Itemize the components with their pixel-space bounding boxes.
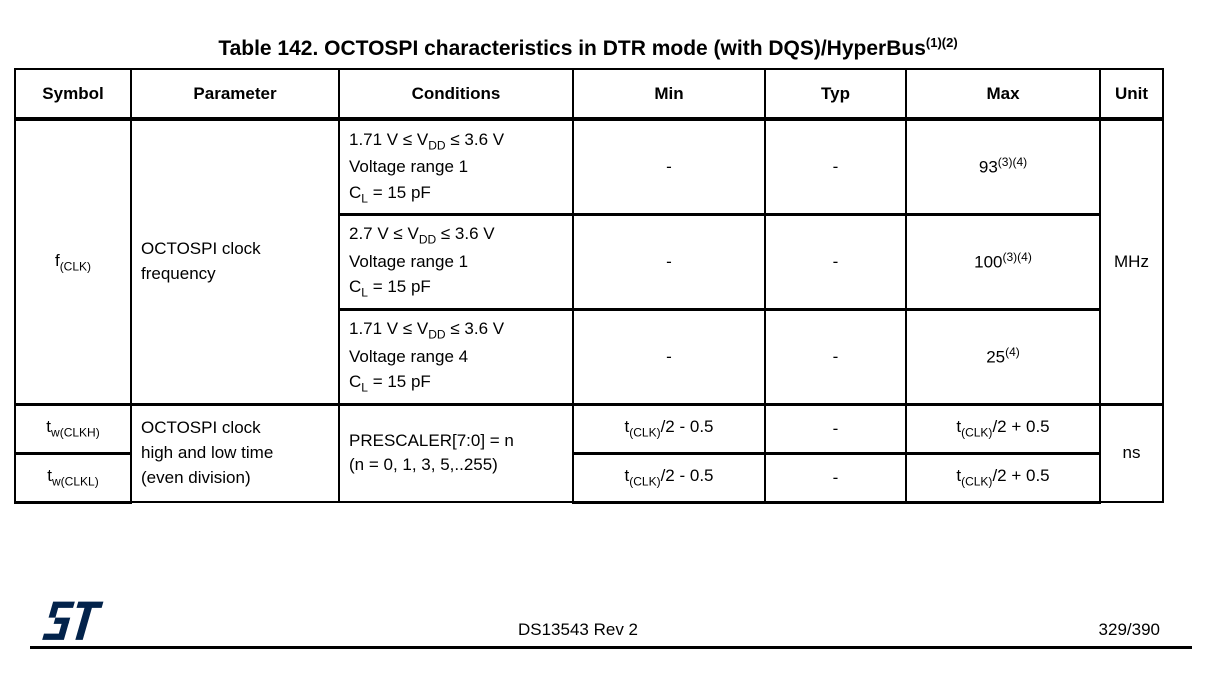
symbol-cell: tw(CLKL)	[14, 451, 132, 504]
table-row: f(CLK) OCTOSPI clock frequency 1.71 V ≤ …	[14, 118, 1164, 405]
conditions-cell: 1.71 V ≤ VDD ≤ 3.6 V Voltage range 4 CL …	[338, 307, 574, 405]
footer-doc-reference: DS13543 Rev 2	[517, 620, 639, 639]
column-header-typ: Typ	[764, 68, 907, 121]
table-row: tw(CLKH) OCTOSPI clock high and low time…	[14, 402, 1164, 503]
footer-page-number: 329/390	[1098, 620, 1160, 639]
conditions-cell: 1.71 V ≤ VDD ≤ 3.6 V Voltage range 1 CL …	[338, 118, 574, 215]
parameter-cell: OCTOSPI clock frequency	[130, 118, 340, 405]
max-cell: 25(4)	[905, 307, 1101, 405]
conditions-cell: PRESCALER[7:0] = n (n = 0, 1, 3, 5,..255…	[338, 402, 574, 503]
st-logo-s	[48, 601, 75, 624]
typ-cell: -	[764, 118, 907, 215]
typ-cell: -	[764, 307, 907, 405]
page-title: Table 142. OCTOSPI characteristics in DT…	[14, 35, 1162, 61]
st-logo-icon	[42, 601, 104, 640]
parameter-cell: OCTOSPI clock high and low time (even di…	[130, 402, 340, 503]
column-header-max: Max	[905, 68, 1101, 121]
header-row: Symbol Parameter Conditions Min Typ Max …	[14, 68, 1164, 121]
title-footnote-superscript: (1)(2)	[925, 35, 958, 50]
typ-cell: -	[764, 212, 907, 310]
min-cell: -	[572, 307, 766, 405]
min-cell: t(CLK)/2 - 0.5	[572, 402, 766, 454]
conditions-cell: 2.7 V ≤ VDD ≤ 3.6 V Voltage range 1 CL =…	[338, 212, 574, 310]
page-title-text: Table 142. OCTOSPI characteristics in DT…	[218, 37, 926, 60]
table-row: tw(CLKL) t(CLK)/2 - 0.5 - t(CLK)/2 + 0.5	[14, 451, 1163, 504]
max-cell: 100(3)(4)	[905, 212, 1101, 310]
unit-cell: MHz	[1099, 118, 1164, 405]
max-cell: 93(3)(4)	[905, 118, 1101, 215]
footer-rule	[30, 646, 1192, 649]
column-header-min: Min	[572, 68, 766, 121]
symbol-cell: f(CLK)	[14, 118, 132, 405]
table-row: 2.7 V ≤ VDD ≤ 3.6 V Voltage range 1 CL =…	[15, 212, 1163, 310]
unit-cell: ns	[1099, 402, 1164, 503]
min-cell: -	[572, 212, 766, 310]
st-logo-t	[75, 601, 104, 640]
column-header-unit: Unit	[1099, 68, 1164, 121]
typ-cell: -	[764, 402, 907, 454]
min-cell: -	[572, 118, 766, 215]
column-header-symbol: Symbol	[14, 68, 132, 121]
min-cell: t(CLK)/2 - 0.5	[572, 451, 766, 504]
max-cell: t(CLK)/2 + 0.5	[905, 451, 1101, 504]
max-cell: t(CLK)/2 + 0.5	[905, 402, 1101, 454]
table-row: 1.71 V ≤ VDD ≤ 3.6 V Voltage range 4 CL …	[15, 307, 1163, 405]
column-header-conditions: Conditions	[338, 68, 574, 121]
st-logo-s2	[42, 622, 69, 640]
column-header-parameter: Parameter	[130, 68, 340, 121]
symbol-cell: tw(CLKH)	[14, 402, 132, 454]
typ-cell: -	[764, 451, 907, 504]
characteristics-table: Symbol Parameter Conditions Min Typ Max …	[14, 68, 1164, 504]
